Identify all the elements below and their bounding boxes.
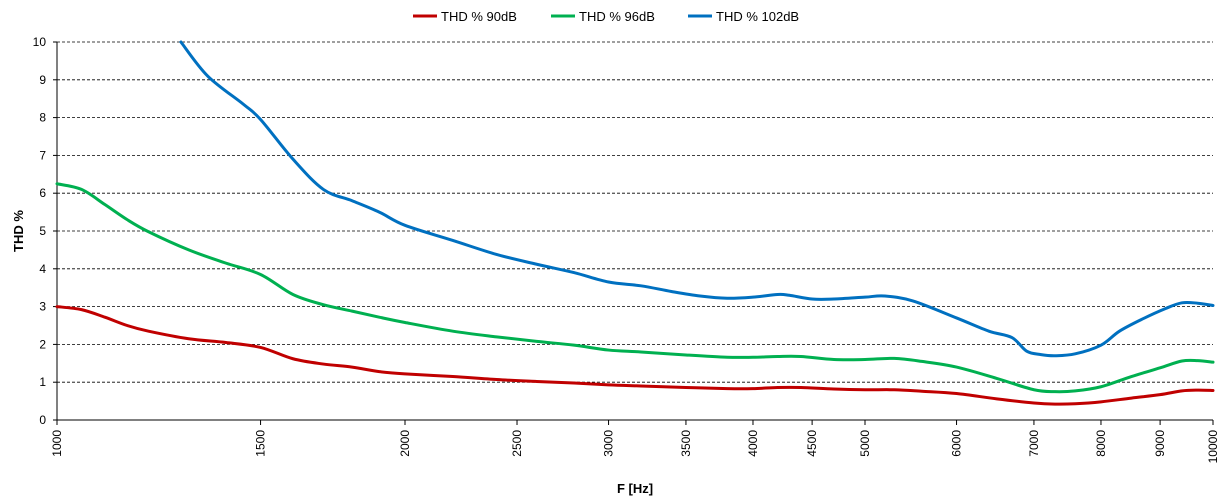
legend-item-1: THD % 90dB xyxy=(413,9,517,24)
x-tick-label: 9000 xyxy=(1153,430,1167,457)
legend-label: THD % 96dB xyxy=(579,9,655,24)
y-tick-label: 3 xyxy=(39,300,46,314)
x-tick-label: 1000 xyxy=(50,430,64,457)
y-tick-label: 1 xyxy=(39,375,46,389)
y-axis-title: THD % xyxy=(11,210,26,252)
legend-label: THD % 102dB xyxy=(716,9,799,24)
x-tick-label: 4500 xyxy=(805,430,819,457)
legend-item-3: THD % 102dB xyxy=(688,9,799,24)
series-line-3 xyxy=(179,40,1215,358)
y-tick-label: 10 xyxy=(33,35,47,49)
y-tick-label: 4 xyxy=(39,262,46,276)
x-tick-label: 1500 xyxy=(254,430,268,457)
x-tick-label: 5000 xyxy=(858,430,872,457)
x-tick-label: 8000 xyxy=(1094,430,1108,457)
series-line-1 xyxy=(55,305,1215,406)
legend-item-2: THD % 96dB xyxy=(551,9,655,24)
y-tick-label: 8 xyxy=(39,111,46,125)
y-tick-label: 9 xyxy=(39,73,46,87)
x-tick-label: 4000 xyxy=(746,430,760,457)
y-tick-label: 0 xyxy=(39,413,46,427)
x-tick-label: 2500 xyxy=(510,430,524,457)
y-tick-label: 5 xyxy=(39,224,46,238)
series-layer xyxy=(55,40,1215,406)
series-line-2 xyxy=(55,182,1215,394)
x-tick-label: 3500 xyxy=(679,430,693,457)
y-tick-label: 7 xyxy=(39,148,46,162)
x-tick-label: 6000 xyxy=(950,430,964,457)
tick-labels: 0 1 2 3 4 5 6 7 8 9 10 1000 1500 2000 2500 3000 3500 4000… xyxy=(33,35,1220,463)
y-tick-label: 6 xyxy=(39,186,46,200)
axes xyxy=(53,41,1214,425)
x-tick-label: 3000 xyxy=(602,430,616,457)
y-tick-label: 2 xyxy=(39,337,46,351)
x-tick-label: 2000 xyxy=(398,430,412,457)
x-tick-label: 7000 xyxy=(1027,430,1041,457)
legend-label: THD % 90dB xyxy=(441,9,517,24)
legend: THD % 90dB THD % 96dB THD % 102dB xyxy=(413,9,799,24)
x-axis-title: F [Hz] xyxy=(617,481,653,496)
x-tick-label: 10000 xyxy=(1206,430,1220,464)
